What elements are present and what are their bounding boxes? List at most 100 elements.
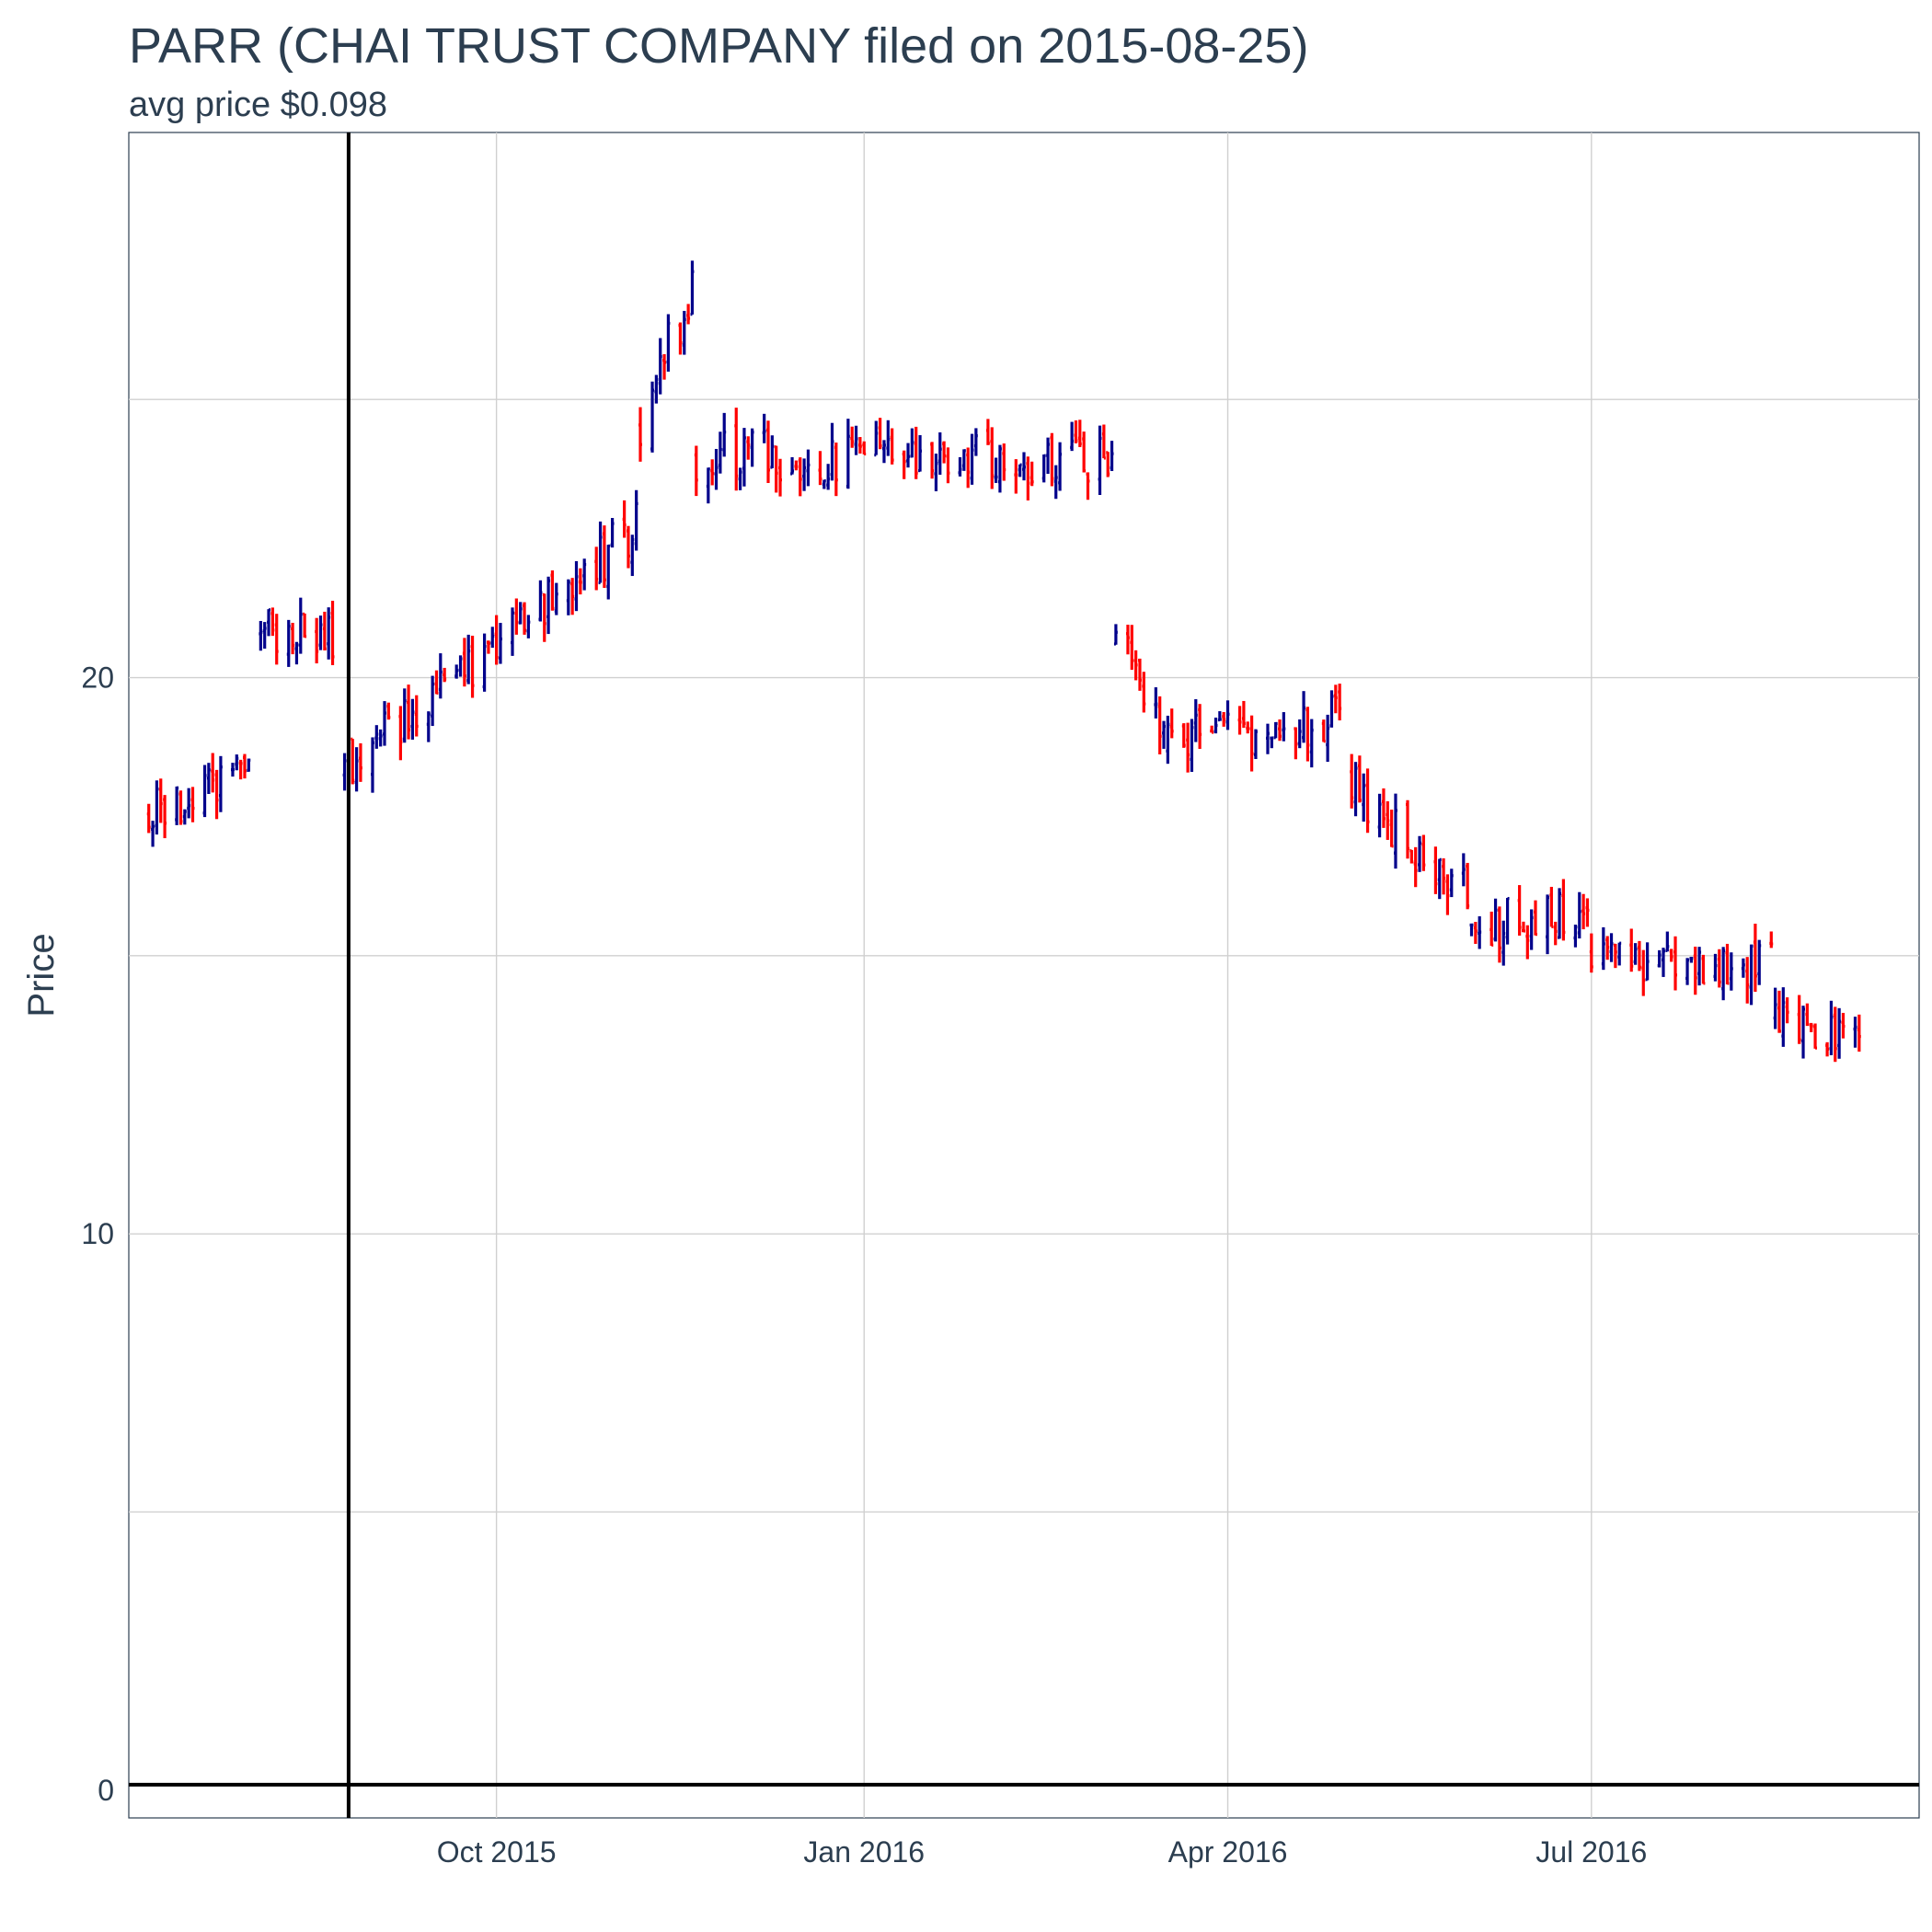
- ohlc-bar: [706, 467, 710, 504]
- ohlc-bar: [402, 688, 407, 743]
- ohlc-bar: [267, 608, 270, 637]
- ohlc-bar: [1338, 684, 1342, 721]
- ohlc-bar: [694, 445, 698, 497]
- ohlc-bar: [1753, 923, 1757, 993]
- ohlc-bar: [750, 428, 754, 467]
- ohlc-bar: [1801, 1006, 1805, 1059]
- ohlc-bar: [1645, 942, 1650, 982]
- ohlc-bar: [155, 780, 159, 835]
- ohlc-bar: [662, 353, 667, 380]
- ohlc-bar: [1142, 672, 1146, 713]
- ohlc-bar: [146, 803, 151, 834]
- ohlc-bar: [371, 737, 374, 793]
- ohlc-bar: [746, 436, 751, 460]
- ohlc-bar: [1237, 706, 1242, 735]
- ohlc-bar: [1222, 711, 1226, 727]
- ohlc-bar: [778, 458, 782, 497]
- ohlc-bar: [742, 428, 746, 487]
- ohlc-bar: [906, 443, 910, 468]
- ohlc-bar: [1377, 793, 1382, 838]
- ohlc-bar: [1241, 700, 1246, 729]
- ohlc-bar: [1797, 995, 1801, 1044]
- y-axis-label: Price: [21, 933, 62, 1017]
- ohlc-bar: [766, 420, 770, 483]
- ohlc-bar: [1297, 719, 1302, 749]
- ohlc-bar: [1217, 711, 1222, 722]
- ohlc-bar: [734, 408, 739, 491]
- ohlc-bar: [374, 725, 379, 749]
- ohlc-bar: [1210, 725, 1214, 734]
- ohlc-bar: [874, 420, 879, 457]
- ohlc-bar: [1685, 958, 1690, 985]
- ohlc-bar: [1665, 931, 1670, 952]
- ohlc-bar: [738, 467, 742, 490]
- ohlc-bar: [206, 763, 211, 794]
- ohlc-bar: [1605, 936, 1610, 960]
- ohlc-bar: [574, 560, 579, 612]
- ohlc-bar: [1461, 853, 1466, 887]
- ohlc-bar: [582, 558, 587, 591]
- ohlc-bar: [1749, 944, 1754, 1006]
- ohlc-bar: [270, 607, 275, 637]
- ohlc-bar: [414, 695, 419, 737]
- ohlc-bar: [1657, 949, 1662, 968]
- ohlc-bar: [902, 450, 906, 479]
- ohlc-bar: [1386, 800, 1390, 840]
- ohlc-bar: [1825, 1041, 1830, 1057]
- x-tick-label: Jan 2016: [803, 1835, 925, 1869]
- ohlc-bar: [1362, 773, 1366, 822]
- ohlc-bar: [1773, 987, 1777, 1029]
- ohlc-bar: [578, 568, 582, 595]
- ohlc-bar: [1781, 987, 1786, 1047]
- ohlc-bar: [598, 521, 603, 585]
- ohlc-bar: [1409, 849, 1414, 864]
- ohlc-bar: [718, 431, 722, 474]
- ohlc-bar: [1558, 888, 1562, 939]
- reference-lines: [129, 132, 1919, 1818]
- x-tick-label: Apr 2016: [1168, 1835, 1288, 1869]
- ohlc-bar: [1162, 720, 1166, 749]
- ohlc-bar: [1517, 885, 1522, 936]
- ohlc-bar: [1561, 879, 1566, 941]
- y-tick-label: 10: [81, 1217, 114, 1250]
- ohlc-bar: [973, 428, 978, 456]
- ohlc-bar: [710, 459, 715, 486]
- ohlc-bar: [1302, 691, 1306, 743]
- ohlc-bar: [566, 579, 570, 615]
- ohlc-bar: [259, 620, 263, 651]
- ohlc-bar: [802, 458, 807, 491]
- ohlc-bar: [494, 615, 499, 665]
- ohlc-bar: [970, 433, 974, 485]
- ohlc-bar: [1589, 933, 1593, 973]
- ohlc-bar: [1693, 946, 1697, 995]
- ohlc-bar: [1546, 894, 1549, 955]
- ohlc-bar: [514, 598, 519, 635]
- ohlc-bar: [946, 447, 950, 484]
- ohlc-bar: [470, 636, 475, 698]
- ohlc-bar: [886, 420, 891, 456]
- ohlc-bar: [1837, 1007, 1842, 1059]
- ohlc-bar: [342, 753, 347, 791]
- ohlc-bar: [1353, 762, 1358, 817]
- ohlc-bar: [650, 381, 654, 453]
- ohlc-bar: [410, 698, 415, 740]
- ohlc-bar: [1549, 886, 1554, 928]
- ohlc-bar: [190, 787, 195, 822]
- ohlc-bar: [934, 454, 938, 491]
- ohlc-bar: [550, 570, 555, 611]
- x-tick-label: Jul 2016: [1535, 1835, 1647, 1869]
- ohlc-bar: [878, 418, 882, 450]
- ohlc-bar: [1725, 943, 1730, 985]
- ohlc-bar: [1601, 926, 1605, 971]
- ohlc-bar: [910, 428, 914, 458]
- ohlc-bar: [1350, 753, 1354, 809]
- ohlc-bar: [243, 753, 247, 779]
- ohlc-bar: [1497, 906, 1501, 963]
- ohlc-bar: [1046, 437, 1051, 475]
- ohlc-bar: [961, 449, 966, 471]
- ohlc-bar: [762, 413, 766, 443]
- ohlc-bar: [958, 457, 962, 477]
- ohlc-bar: [1074, 420, 1078, 443]
- ohlc-bar: [1086, 472, 1090, 500]
- ohlc-bar: [818, 451, 822, 486]
